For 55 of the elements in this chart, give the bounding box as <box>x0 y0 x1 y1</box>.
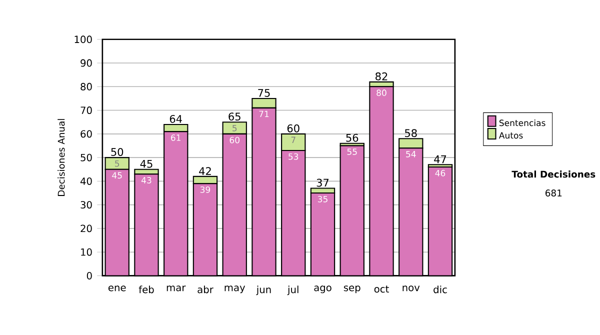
data-label: 80 <box>376 90 386 96</box>
total-label: 82 <box>376 72 388 80</box>
x-tick-label: jun <box>256 286 271 296</box>
y-tick-label: 70 <box>80 106 92 114</box>
x-tick-label: mar <box>166 286 186 292</box>
data-label: 46 <box>435 170 446 176</box>
total-label: 75 <box>258 89 270 97</box>
total-label: 64 <box>170 115 182 123</box>
data-label: 61 <box>171 134 180 141</box>
data-label: 71 <box>259 110 269 118</box>
x-tick-label: feb <box>138 286 154 294</box>
data-label: 53 <box>288 153 298 160</box>
total-label: 65 <box>228 112 240 121</box>
total-label: 50 <box>111 148 124 156</box>
data-label: 43 <box>141 177 152 184</box>
total-label: 37 <box>316 178 329 187</box>
data-label: 35 <box>318 196 328 202</box>
x-tick-label: nov <box>402 286 420 292</box>
y-axis-title: Decisiones Anual <box>58 119 65 196</box>
y-tick-label: 40 <box>80 178 92 186</box>
x-tick-label: dic <box>434 286 447 294</box>
y-tick-label: 20 <box>80 224 92 232</box>
x-tick-label: may <box>224 286 246 294</box>
total-label: 60 <box>287 124 300 132</box>
y-tick-label: 80 <box>80 83 92 90</box>
text: 681 <box>546 190 562 197</box>
total-label: 45 <box>140 160 152 168</box>
legend-label: Autos <box>498 132 523 139</box>
x-tick-label: ago <box>314 286 332 294</box>
data-label: 55 <box>347 148 357 156</box>
y-tick-label: 60 <box>80 130 92 138</box>
y-tick-label: 100 <box>74 36 92 44</box>
x-tick-label: ene <box>108 286 126 292</box>
total-label: 42 <box>199 167 211 175</box>
data-label: 5 <box>232 125 237 132</box>
y-tick-label: 90 <box>80 59 92 67</box>
data-label: 7 <box>291 136 296 144</box>
x-tick-label: abr <box>198 286 214 294</box>
text: Total Decisiones <box>512 170 596 178</box>
total-label: 47 <box>434 156 446 164</box>
y-tick-label: 50 <box>80 154 92 162</box>
data-label: 60 <box>230 136 240 144</box>
legend-label: Sentencias <box>499 120 546 126</box>
data-label: 45 <box>112 172 122 179</box>
data-label: 54 <box>406 151 416 158</box>
data-label: 39 <box>200 186 210 193</box>
x-tick-label: oct <box>374 286 389 293</box>
y-tick-label: 0 <box>86 272 92 280</box>
x-tick-label: sep <box>344 286 360 294</box>
x-tick-label: jul <box>287 286 298 296</box>
y-tick-label: 10 <box>81 248 92 256</box>
total-label: 58 <box>405 129 417 138</box>
y-tick-label: 30 <box>80 201 92 209</box>
total-label: 56 <box>346 134 358 142</box>
data-label: 5 <box>115 160 120 167</box>
